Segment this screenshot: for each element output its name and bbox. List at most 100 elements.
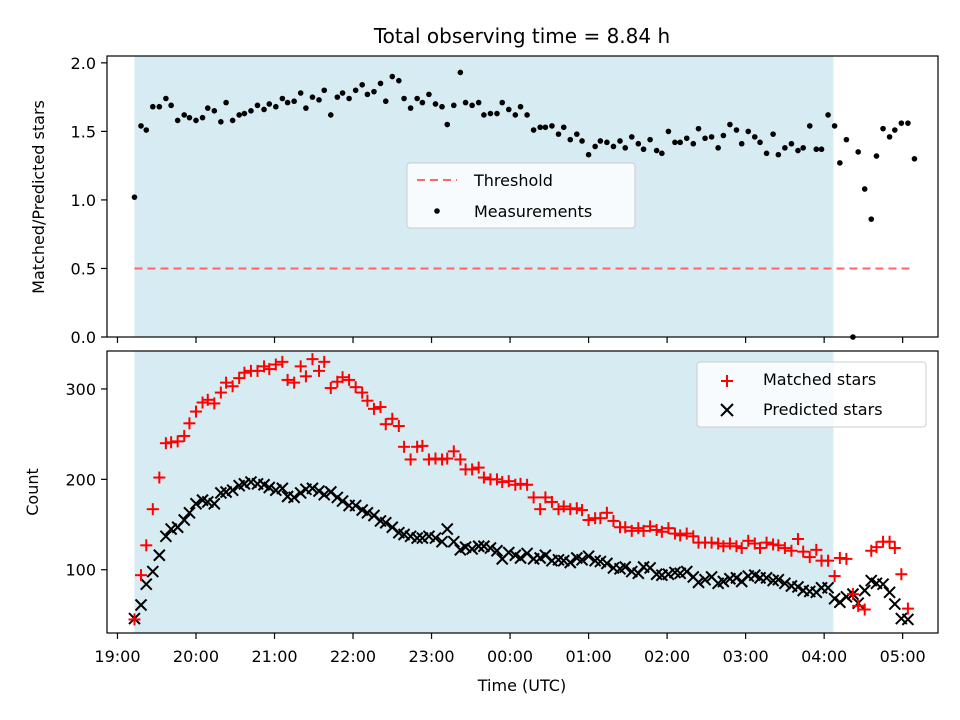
measurement-point [254, 102, 261, 109]
predicted-star-point [134, 598, 148, 612]
matched-star-point [128, 613, 141, 626]
top-y-tick-label: 0.0 [71, 328, 96, 347]
measurement-point [419, 99, 426, 106]
top-y-tick-label: 1.0 [71, 191, 96, 210]
measurement-point [273, 103, 279, 110]
measurement-point [530, 127, 537, 133]
matched-star-point [680, 527, 693, 540]
predicted-star-point [828, 592, 841, 605]
matched-star-point [895, 568, 908, 581]
matched-star-point [416, 439, 429, 452]
measurement-point [248, 108, 254, 114]
matched-star-point [196, 396, 209, 409]
matched-star-point [238, 366, 251, 379]
measurement-point [377, 80, 384, 87]
matched-star-point [778, 542, 791, 555]
top-y-tick-label: 2.0 [71, 54, 96, 73]
measurement-point [751, 134, 758, 140]
matched-star-point [637, 524, 650, 537]
matched-star-point [220, 376, 233, 389]
measurement-point [585, 151, 592, 158]
matched-star-point [226, 380, 239, 393]
matched-star-point [828, 570, 841, 583]
measurement-point [635, 140, 642, 147]
matched-star-point [840, 552, 853, 565]
matched-star-point [594, 512, 607, 525]
measurement-point [193, 117, 199, 124]
predicted-star-point [730, 571, 743, 585]
measurement-point [708, 134, 715, 140]
predicted-star-point [294, 486, 307, 500]
predicted-star-point [146, 565, 160, 578]
measurement-point [444, 121, 451, 128]
matched-star-point [140, 539, 153, 552]
predicted-star-point [778, 577, 792, 590]
measurement-point [168, 102, 174, 109]
predicted-star-point [575, 553, 589, 566]
measurement-point [396, 77, 402, 84]
measurement-point [143, 127, 150, 133]
bottom-plot: 100 200 300 19:00 20:00 21:00 22:00 23:00 00:00… [23, 350, 939, 695]
matched-star-point [644, 520, 657, 533]
measurement-point [211, 108, 218, 114]
matched-star-point [822, 554, 835, 567]
predicted-star-point [447, 535, 461, 548]
measurement-point [843, 136, 850, 143]
matched-star-point [146, 503, 159, 516]
predicted-star-point [429, 531, 442, 545]
measurement-point [727, 121, 733, 128]
matched-star-point [607, 514, 620, 527]
matched-star-point [349, 381, 362, 394]
matched-star-point [477, 471, 490, 484]
measurement-point [549, 123, 555, 129]
matched-star-point [803, 551, 816, 564]
matched-star-point [582, 514, 595, 527]
x-tick-label: 05:00 [880, 647, 926, 666]
measurement-point [407, 105, 414, 111]
measurement-point [261, 106, 267, 113]
matched-star-point [662, 522, 675, 535]
matched-star-point [189, 405, 202, 418]
measurement-point [181, 112, 188, 118]
bottom-y-tick-label: 100 [65, 561, 96, 580]
measurement-point [837, 160, 843, 166]
matched-star-point [214, 386, 227, 399]
matched-star-point [367, 402, 380, 415]
measurement-point [653, 147, 660, 154]
measurement-point [389, 73, 396, 80]
measurement-point [788, 140, 795, 147]
matched-star-point [258, 360, 271, 373]
matched-star-point [717, 540, 730, 553]
bottom-legend: Matched stars Predicted stars [696, 361, 927, 428]
predicted-star-point [183, 506, 196, 519]
measurement-point [316, 97, 322, 103]
matched-star-point [625, 524, 638, 537]
measurement-point [450, 102, 457, 109]
predicted-star-point [760, 571, 773, 585]
measurement-point [432, 101, 439, 107]
x-tick-label: 01:00 [566, 647, 612, 666]
matched-star-point [742, 534, 755, 547]
bottom-y-tick-label: 200 [65, 470, 96, 489]
measurement-point [770, 131, 776, 137]
legend-threshold-label: Threshold [473, 171, 553, 190]
measurement-point [346, 95, 352, 102]
predicted-star-point [159, 530, 173, 543]
predicted-star-point [361, 506, 374, 519]
bottom-y-axis-label: Count [23, 468, 42, 516]
matched-star-point [379, 418, 392, 431]
measurement-point [763, 150, 770, 157]
matched-star-point [534, 503, 547, 516]
measurement-point [426, 91, 432, 98]
matched-star-point [760, 536, 773, 549]
measurement-point [297, 90, 304, 96]
measurement-point [738, 140, 745, 147]
predicted-star-point [306, 482, 319, 495]
measurement-point [892, 127, 898, 133]
matched-star-point [178, 429, 191, 442]
x-tick-label: 21:00 [251, 647, 297, 666]
x-tick-label: 20:00 [173, 647, 219, 666]
matched-star-point [674, 529, 687, 542]
matched-star-point [336, 371, 349, 384]
